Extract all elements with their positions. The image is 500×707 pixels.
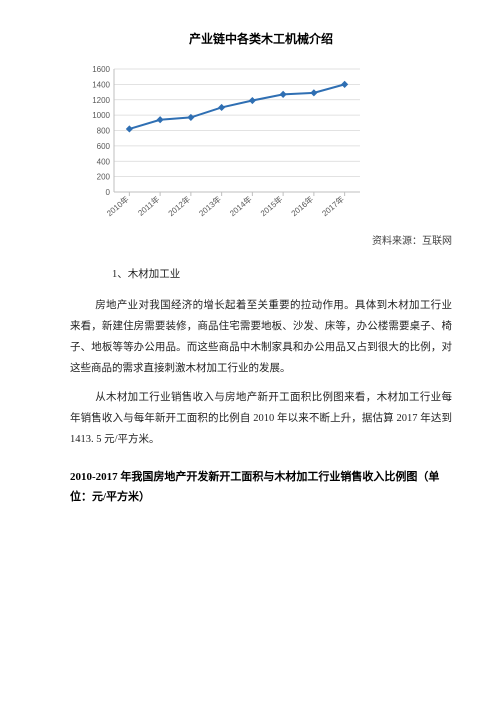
svg-text:800: 800 bbox=[97, 126, 111, 135]
chart-2-heading: 2010-2017 年我国房地产开发新开工面积与木材加工行业销售收入比例图（单位… bbox=[70, 468, 452, 508]
svg-text:1400: 1400 bbox=[92, 80, 110, 89]
paragraph-2: 从木材加工行业销售收入与房地产新开工面积比例图来看，木材加工行业每年销售收入与每… bbox=[70, 387, 452, 450]
section-1-label: 1、木材加工业 bbox=[112, 265, 452, 285]
paragraph-1: 房地产业对我国经济的增长起着至关重要的拉动作用。具体到木材加工行业来看，新建住房… bbox=[70, 295, 452, 379]
svg-text:600: 600 bbox=[97, 142, 111, 151]
chart-svg: 020040060080010001200140016002010年2011年2… bbox=[80, 61, 370, 226]
source-label: 资料来源：互联网 bbox=[70, 232, 452, 251]
svg-text:0: 0 bbox=[106, 188, 111, 197]
svg-text:1600: 1600 bbox=[92, 65, 110, 74]
svg-text:200: 200 bbox=[97, 172, 111, 181]
svg-text:1000: 1000 bbox=[92, 111, 110, 120]
line-chart: 020040060080010001200140016002010年2011年2… bbox=[80, 61, 370, 226]
svg-text:1200: 1200 bbox=[92, 96, 110, 105]
svg-text:400: 400 bbox=[97, 157, 111, 166]
page-title: 产业链中各类木工机械介绍 bbox=[70, 28, 452, 51]
